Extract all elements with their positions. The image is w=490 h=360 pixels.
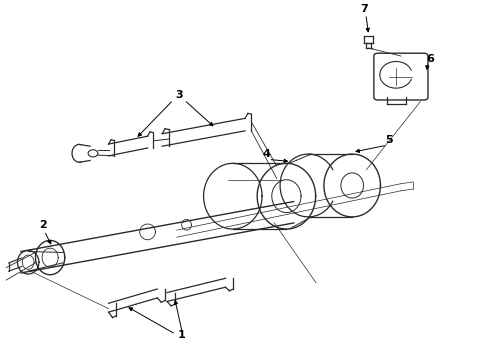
Text: 4: 4: [263, 149, 271, 159]
Text: 6: 6: [426, 54, 434, 64]
Text: 2: 2: [39, 220, 47, 230]
FancyBboxPatch shape: [374, 53, 428, 100]
Text: 7: 7: [361, 4, 368, 14]
Text: 1: 1: [178, 330, 186, 340]
Text: 3: 3: [175, 90, 183, 100]
Text: 5: 5: [385, 135, 392, 145]
